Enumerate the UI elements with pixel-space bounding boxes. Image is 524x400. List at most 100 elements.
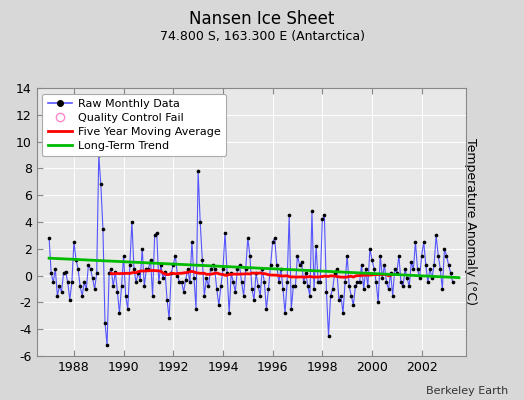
Point [376,252,385,259]
Point [305,292,314,299]
Legend: Raw Monthly Data, Quality Control Fail, Five Year Moving Average, Long-Term Tren: Raw Monthly Data, Quality Control Fail, … [42,94,226,156]
Text: 74.800 S, 163.300 E (Antarctica): 74.800 S, 163.300 E (Antarctica) [159,30,365,43]
Point [434,252,442,259]
Point [96,181,105,188]
Point [368,256,376,263]
Point [239,292,248,299]
Point [428,275,436,282]
Point [217,283,225,290]
Point [89,275,97,282]
Point [250,296,258,303]
Point [312,243,320,249]
Point [213,286,221,292]
Point [279,286,287,292]
Point [225,310,233,316]
Point [248,286,256,292]
Point [324,333,333,339]
Point [310,286,318,292]
Point [374,299,383,306]
Point [285,212,293,218]
Point [425,266,434,272]
Point [422,262,430,268]
Point [442,252,451,259]
Point [80,279,89,286]
Point [345,283,353,290]
Y-axis label: Temperature Anomaly (°C): Temperature Anomaly (°C) [464,138,477,306]
Point [430,262,438,268]
Point [109,283,117,290]
Point [192,306,200,312]
Point [165,315,173,322]
Point [72,256,80,263]
Point [291,283,300,290]
Point [113,288,122,295]
Point [364,283,372,290]
Point [370,266,378,272]
Point [308,208,316,214]
Point [159,275,167,282]
Point [204,283,213,290]
Point [409,266,418,272]
Point [57,288,66,295]
Point [341,279,350,286]
Point [420,239,428,245]
Point [179,288,188,295]
Point [256,292,265,299]
Point [144,266,152,272]
Point [229,279,237,286]
Point [270,235,279,241]
Text: Nansen Ice Sheet: Nansen Ice Sheet [189,10,335,28]
Point [78,292,86,299]
Point [436,266,444,272]
Point [107,266,115,272]
Point [169,262,178,268]
Point [126,262,134,268]
Point [303,283,312,290]
Point [211,266,219,272]
Point [246,252,254,259]
Point [413,266,422,272]
Point [185,279,194,286]
Point [173,272,182,279]
Point [339,310,347,316]
Point [258,266,267,272]
Point [395,252,403,259]
Point [326,292,335,299]
Point [380,262,389,268]
Point [47,270,56,276]
Point [418,252,426,259]
Point [132,279,140,286]
Point [49,279,58,286]
Point [124,306,132,312]
Point [155,279,163,286]
Point [198,256,206,263]
Point [329,286,337,292]
Point [372,279,380,286]
Point [200,292,209,299]
Point [194,168,202,174]
Point [202,275,211,282]
Point [335,296,343,303]
Point [444,262,453,268]
Point [130,266,138,272]
Point [362,266,370,272]
Point [397,279,405,286]
Point [355,279,364,286]
Point [183,266,192,272]
Point [366,246,374,252]
Point [215,302,223,308]
Point [206,266,215,272]
Point [136,276,145,283]
Point [190,275,198,282]
Point [209,262,217,268]
Point [138,246,146,252]
Point [223,270,231,276]
Point [300,279,308,286]
Point [318,216,326,222]
Point [84,262,93,268]
Point [446,270,455,276]
Point [76,283,84,290]
Point [351,283,359,290]
Point [242,266,250,272]
Point [74,266,82,272]
